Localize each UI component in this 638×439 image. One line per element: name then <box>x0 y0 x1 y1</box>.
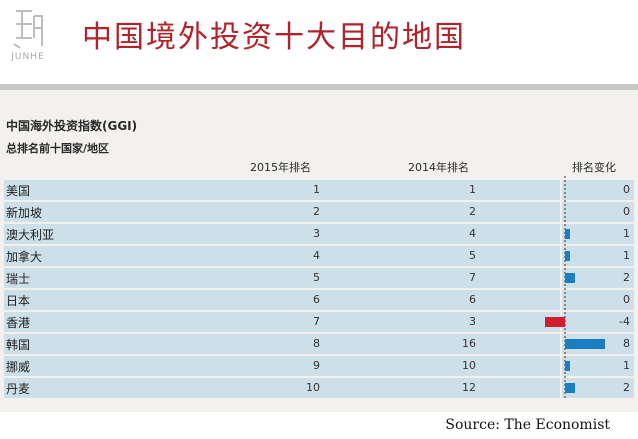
change-cell-background <box>562 224 634 244</box>
country-name: 日本 <box>6 294 31 308</box>
rank-2015-value: 6 <box>313 293 320 306</box>
rank-2014-value: 7 <box>469 271 476 284</box>
rank-change-value: 2 <box>623 381 630 394</box>
rank-change-value: 1 <box>623 227 630 240</box>
row-background <box>4 334 560 354</box>
rank-2014-value: 16 <box>462 337 476 350</box>
rank-2014-value: 12 <box>462 381 476 394</box>
rank-2014-value: 4 <box>469 227 476 240</box>
rank-2015-value: 4 <box>313 249 320 262</box>
change-bar <box>565 251 570 261</box>
rank-2014-value: 6 <box>469 293 476 306</box>
change-bar <box>565 339 605 349</box>
row-background <box>4 224 560 244</box>
country-name: 澳大利亚 <box>6 228 55 242</box>
change-cell-background <box>562 290 634 310</box>
change-bar <box>565 229 570 239</box>
rank-change-value: 1 <box>623 249 630 262</box>
column-header-2014-rank: 2014年排名 <box>408 161 469 174</box>
rank-2014-value: 3 <box>469 315 476 328</box>
row-background <box>4 356 560 376</box>
page-title: 中国境外投资十大目的地国 <box>82 20 466 55</box>
table-row: 香港 7 3 -4 <box>4 312 634 332</box>
change-cell-background <box>562 378 634 398</box>
country-name: 韩国 <box>6 338 31 352</box>
source-credit: Source: The Economist <box>445 417 610 433</box>
row-background <box>4 378 560 398</box>
country-name: 新加坡 <box>6 206 43 220</box>
rank-change-value: 0 <box>623 183 630 196</box>
row-background <box>4 202 560 222</box>
chart-subtitle: 总排名前十国家/地区 <box>6 142 110 155</box>
title-divider <box>0 84 638 90</box>
rank-2014-value: 10 <box>462 359 476 372</box>
table-row: 美国 1 1 0 <box>4 180 634 200</box>
rank-2015-value: 2 <box>313 205 320 218</box>
rank-2014-value: 5 <box>469 249 476 262</box>
table-row: 瑞士 5 7 2 <box>4 268 634 288</box>
logo-brand-text: JUNHE <box>11 52 45 62</box>
rank-change-value: 2 <box>623 271 630 284</box>
rank-change-value: 0 <box>623 205 630 218</box>
rank-change-value: 1 <box>623 359 630 372</box>
rank-2015-value: 1 <box>313 183 320 196</box>
change-bar <box>565 361 570 371</box>
column-header-rank-change: 排名变化 <box>572 161 616 174</box>
row-background <box>4 290 560 310</box>
rank-2015-value: 10 <box>306 381 320 394</box>
table-row: 澳大利亚 3 4 1 <box>4 224 634 244</box>
table-row: 加拿大 4 5 1 <box>4 246 634 266</box>
rank-change-value: -4 <box>619 315 630 328</box>
rank-2014-value: 1 <box>469 183 476 196</box>
change-bar <box>565 273 575 283</box>
rank-2015-value: 3 <box>313 227 320 240</box>
rank-2015-value: 5 <box>313 271 320 284</box>
row-background <box>4 180 560 200</box>
change-cell-background <box>562 202 634 222</box>
rank-2015-value: 7 <box>313 315 320 328</box>
table-row: 新加坡 2 2 0 <box>4 202 634 222</box>
row-background <box>4 268 560 288</box>
rank-2015-value: 9 <box>313 359 320 372</box>
row-background <box>4 312 560 332</box>
rank-2014-value: 2 <box>469 205 476 218</box>
change-cell-background <box>562 268 634 288</box>
rank-change-value: 0 <box>623 293 630 306</box>
change-cell-background <box>562 246 634 266</box>
junhe-logo: JUNHE <box>6 8 50 64</box>
country-name: 加拿大 <box>6 250 43 264</box>
rank-change-value: 8 <box>623 337 630 350</box>
change-bar <box>565 383 575 393</box>
junhe-seal-icon <box>13 10 43 49</box>
column-header-2015-rank: 2015年排名 <box>250 161 311 174</box>
rank-2015-value: 8 <box>313 337 320 350</box>
country-name: 瑞士 <box>6 272 31 286</box>
country-name: 美国 <box>6 184 31 198</box>
change-cell-background <box>562 312 634 332</box>
change-bar <box>545 317 565 327</box>
country-name: 香港 <box>6 316 31 330</box>
table-row: 日本 6 6 0 <box>4 290 634 310</box>
table-row: 挪威 9 10 1 <box>4 356 634 376</box>
change-cell-background <box>562 356 634 376</box>
country-name: 挪威 <box>6 360 31 374</box>
change-cell-background <box>562 180 634 200</box>
table-row: 丹麦 10 12 2 <box>4 378 634 398</box>
chart-title: 中国海外投资指数(GGI) <box>6 119 138 133</box>
country-name: 丹麦 <box>6 382 31 396</box>
row-background <box>4 246 560 266</box>
